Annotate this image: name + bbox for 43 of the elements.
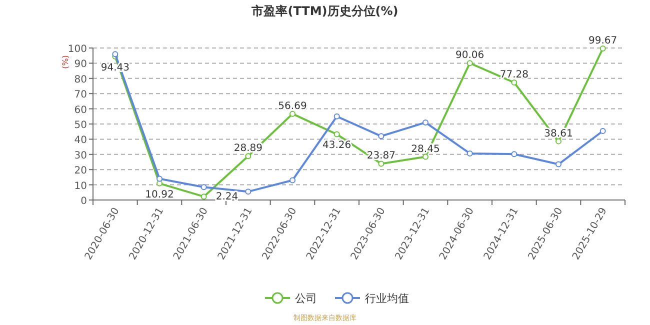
y-tick-label: 90 xyxy=(74,59,87,70)
point xyxy=(466,60,473,66)
point xyxy=(422,154,428,160)
data-label: 90.06 xyxy=(456,50,484,62)
point xyxy=(511,80,518,86)
point xyxy=(245,153,252,160)
point xyxy=(156,176,162,182)
point xyxy=(422,119,428,126)
y-tick-label: 50 xyxy=(74,120,87,131)
point xyxy=(466,150,473,156)
y-tick-label: 10 xyxy=(74,180,87,192)
point xyxy=(200,184,207,190)
y-tick-label: 30 xyxy=(74,150,87,162)
chart-title: 市盈率(TTM)历史分位(%) xyxy=(250,4,398,18)
y-tick-label: 0 xyxy=(80,196,87,207)
point xyxy=(600,46,606,52)
point xyxy=(290,177,296,184)
data-label: 43.26 xyxy=(322,140,352,152)
point xyxy=(245,188,252,195)
point xyxy=(511,151,518,158)
y-tick-label: 40 xyxy=(74,135,87,146)
point xyxy=(378,133,384,140)
point xyxy=(290,110,296,117)
data-label: 77.28 xyxy=(500,70,528,81)
point xyxy=(556,138,562,144)
point xyxy=(556,161,562,168)
y-tick-label: 60 xyxy=(74,104,87,116)
data-label: 2.24 xyxy=(216,192,238,203)
y-tick-label: 100 xyxy=(68,44,87,55)
point xyxy=(334,113,340,120)
y-axis-title: (%) xyxy=(61,55,70,69)
point xyxy=(200,194,207,200)
legend-label: 公司 xyxy=(295,292,317,305)
y-tick-label: 20 xyxy=(74,166,87,177)
data-label: 99.67 xyxy=(588,36,618,46)
legend-label: 行业均值 xyxy=(365,292,409,305)
point xyxy=(334,131,340,138)
data-label: 56.69 xyxy=(278,100,307,112)
y-tick-label: 70 xyxy=(74,90,87,101)
y-tick-label: 80 xyxy=(74,74,87,86)
data-label: 10.92 xyxy=(145,189,174,200)
point xyxy=(378,160,384,167)
point xyxy=(600,128,606,134)
